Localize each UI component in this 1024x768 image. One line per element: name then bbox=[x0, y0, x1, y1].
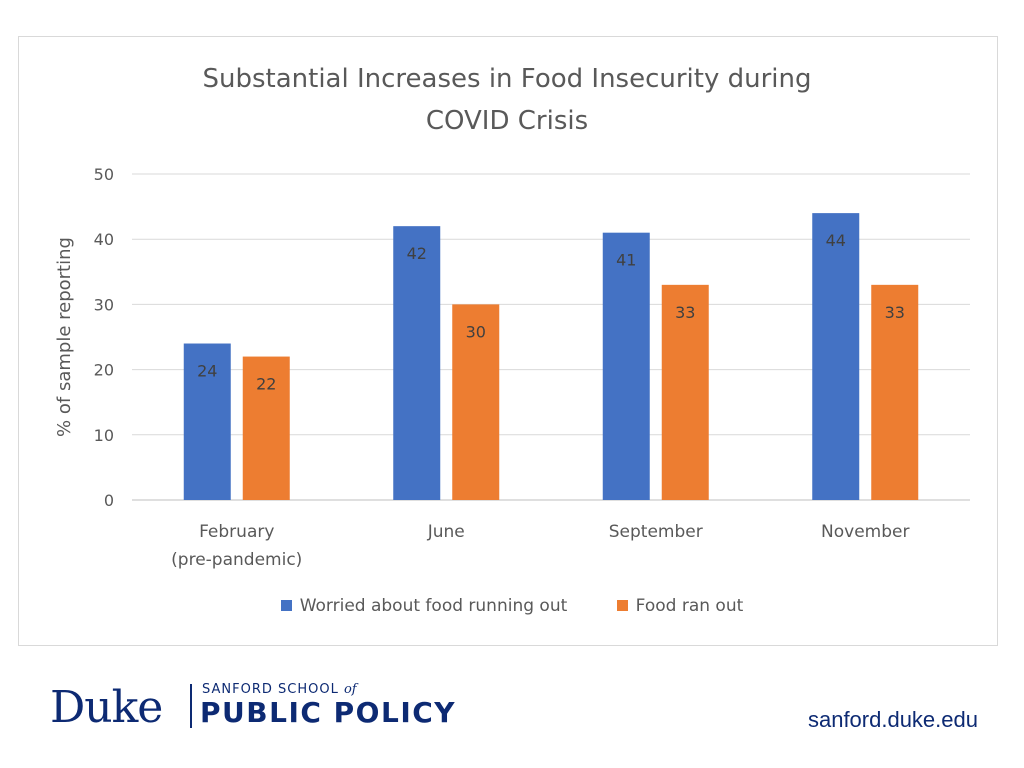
bar-worried-0 bbox=[183, 343, 231, 500]
data-label-worried-1: 42 bbox=[407, 244, 427, 263]
data-label-ran-out-0: 22 bbox=[256, 375, 276, 394]
data-label-ran-out-3: 33 bbox=[885, 303, 905, 322]
bar-worried-3 bbox=[812, 213, 860, 500]
bar-ran-out-1 bbox=[452, 304, 500, 500]
data-label-worried-3: 44 bbox=[826, 231, 846, 250]
legend-swatch-ran-out bbox=[616, 600, 628, 611]
data-label-worried-2: 41 bbox=[616, 251, 636, 270]
data-label-worried-0: 24 bbox=[197, 362, 217, 381]
y-tick-label-20: 20 bbox=[94, 361, 114, 380]
x-tick-label-0-0: February bbox=[199, 522, 274, 542]
data-label-ran-out-1: 30 bbox=[466, 322, 486, 341]
public-policy-label: PUBLIC POLICY bbox=[200, 696, 457, 729]
bar-ran-out-3 bbox=[871, 284, 919, 500]
legend-item-ran-out: Food ran out bbox=[616, 596, 744, 616]
bar-ran-out-2 bbox=[661, 284, 709, 500]
legend-item-worried: Worried about food running out bbox=[280, 596, 568, 616]
x-tick-label-3-0: November bbox=[821, 522, 909, 542]
y-tick-label-40: 40 bbox=[94, 230, 114, 249]
x-tick-label-2-0: September bbox=[609, 522, 703, 542]
y-tick-label-50: 50 bbox=[94, 165, 114, 184]
chart-legend: Worried about food running out Food ran … bbox=[0, 596, 1024, 616]
chart-title: Substantial Increases in Food Insecurity… bbox=[0, 58, 1014, 142]
y-axis-label: % of sample reporting bbox=[54, 237, 75, 437]
y-tick-label-0: 0 bbox=[104, 491, 114, 510]
y-tick-label-10: 10 bbox=[94, 426, 114, 445]
chart-title-line-2: COVID Crisis bbox=[425, 106, 589, 136]
legend-swatch-worried bbox=[280, 600, 292, 611]
y-tick-label-30: 30 bbox=[94, 295, 114, 314]
of-text: of bbox=[343, 682, 357, 697]
legend-label-ran-out: Food ran out bbox=[635, 596, 744, 616]
bar-worried-1 bbox=[393, 226, 441, 500]
duke-wordmark: Duke bbox=[50, 682, 163, 733]
footer-url: sanford.duke.edu bbox=[807, 707, 978, 732]
x-tick-label-1-0: June bbox=[427, 522, 465, 542]
bar-worried-2 bbox=[602, 232, 650, 500]
legend-label-worried: Worried about food running out bbox=[299, 596, 568, 616]
sanford-school-text: SANFORD SCHOOL bbox=[202, 682, 339, 697]
logo-divider bbox=[190, 684, 192, 728]
chart-title-line-1: Substantial Increases in Food Insecurity… bbox=[202, 64, 812, 94]
data-label-ran-out-2: 33 bbox=[675, 303, 695, 322]
x-tick-label-0-1: (pre-pandemic) bbox=[171, 550, 302, 570]
sanford-school-label: SANFORD SCHOOL of bbox=[202, 682, 357, 697]
bar-ran-out-0 bbox=[242, 356, 290, 500]
